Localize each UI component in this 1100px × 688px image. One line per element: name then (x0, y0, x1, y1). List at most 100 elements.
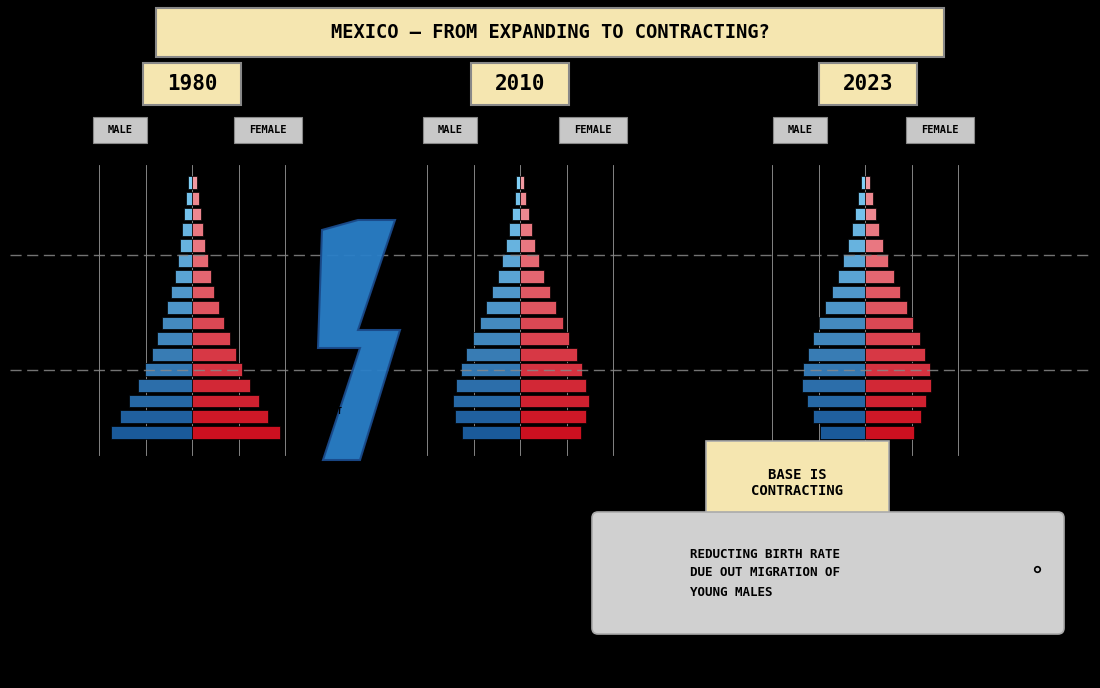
Bar (145, 363, 192, 376)
Bar (186, 192, 192, 205)
Bar (506, 239, 520, 252)
FancyBboxPatch shape (471, 63, 569, 105)
Bar (820, 316, 865, 330)
Bar (520, 379, 585, 392)
Text: 2023: 2023 (843, 74, 893, 94)
Bar (813, 332, 865, 345)
Bar (192, 286, 215, 299)
Bar (838, 270, 865, 283)
Bar (473, 332, 520, 345)
Bar (520, 332, 570, 345)
Bar (512, 208, 520, 220)
Bar (192, 223, 202, 236)
Text: MEXICO – FROM EXPANDING TO CONTRACTING?: MEXICO – FROM EXPANDING TO CONTRACTING? (331, 23, 769, 43)
Bar (807, 348, 865, 361)
Bar (851, 223, 865, 236)
FancyBboxPatch shape (143, 63, 241, 105)
Bar (813, 410, 865, 423)
Bar (152, 348, 192, 361)
Bar (192, 410, 268, 423)
Bar (192, 395, 260, 407)
Bar (184, 208, 192, 220)
FancyBboxPatch shape (234, 117, 302, 143)
Bar (865, 410, 921, 423)
Bar (802, 379, 865, 392)
Bar (825, 301, 865, 314)
Bar (192, 192, 199, 205)
Bar (803, 363, 865, 376)
Bar (848, 239, 865, 252)
Bar (865, 316, 913, 330)
Bar (858, 192, 865, 205)
Text: REDUCTING BIRTH RATE
DUE OUT MIGRATION OF
YOUNG MALES: REDUCTING BIRTH RATE DUE OUT MIGRATION O… (690, 548, 840, 599)
Bar (192, 301, 219, 314)
FancyBboxPatch shape (906, 117, 974, 143)
FancyBboxPatch shape (424, 117, 477, 143)
Bar (163, 316, 192, 330)
Bar (453, 395, 520, 407)
Bar (520, 176, 525, 189)
Bar (844, 255, 865, 267)
Text: 1980: 1980 (167, 74, 218, 94)
Bar (520, 348, 576, 361)
Bar (515, 192, 520, 205)
Bar (456, 379, 520, 392)
Bar (509, 223, 520, 236)
Bar (192, 270, 211, 283)
Bar (832, 286, 865, 299)
Bar (865, 223, 879, 236)
Bar (865, 426, 914, 438)
Bar (865, 379, 931, 392)
Bar (111, 426, 192, 438)
Bar (192, 332, 230, 345)
Bar (462, 426, 520, 438)
Bar (172, 286, 192, 299)
FancyBboxPatch shape (706, 441, 889, 524)
Bar (865, 332, 920, 345)
Bar (865, 176, 870, 189)
Text: BASE IS
CONTRACTING: BASE IS CONTRACTING (751, 468, 843, 498)
Bar (461, 363, 520, 376)
Bar (865, 255, 889, 267)
FancyBboxPatch shape (94, 117, 147, 143)
Bar (180, 239, 192, 252)
Bar (167, 301, 192, 314)
Bar (192, 426, 280, 438)
Bar (520, 239, 536, 252)
Bar (520, 255, 539, 267)
Text: CALLY
TIVE: CALLY TIVE (402, 286, 427, 305)
Bar (865, 192, 873, 205)
Bar (806, 395, 865, 407)
Text: ENT: ENT (322, 407, 342, 416)
Bar (192, 255, 208, 267)
Bar (502, 255, 520, 267)
Bar (192, 239, 206, 252)
Bar (865, 208, 876, 220)
Bar (865, 239, 883, 252)
Bar (520, 426, 581, 438)
Bar (157, 332, 192, 345)
Bar (480, 316, 520, 330)
Bar (520, 208, 529, 220)
FancyBboxPatch shape (820, 63, 917, 105)
Bar (129, 395, 192, 407)
Text: MALE: MALE (438, 125, 462, 135)
Bar (865, 363, 930, 376)
FancyBboxPatch shape (559, 117, 627, 143)
Bar (520, 192, 526, 205)
Bar (192, 176, 197, 189)
Bar (865, 301, 907, 314)
Bar (192, 348, 236, 361)
Bar (860, 176, 865, 189)
Bar (183, 223, 192, 236)
Text: MALE: MALE (108, 125, 132, 135)
Bar (187, 176, 192, 189)
Bar (192, 379, 251, 392)
Polygon shape (318, 220, 400, 460)
Bar (497, 270, 520, 283)
Bar (520, 316, 563, 330)
Bar (855, 208, 865, 220)
Bar (466, 348, 520, 361)
Bar (192, 208, 201, 220)
Bar (865, 348, 925, 361)
